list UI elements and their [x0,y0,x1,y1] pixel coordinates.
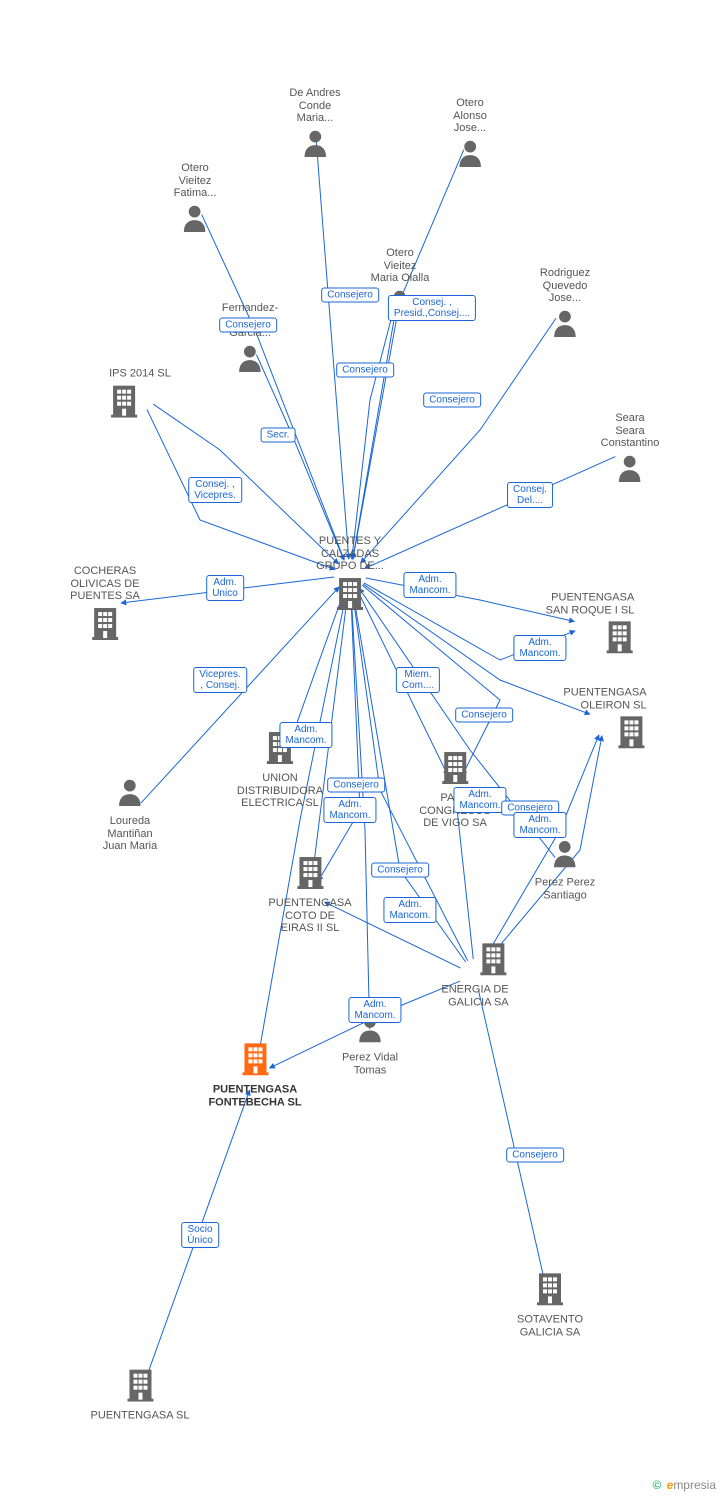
diagram-canvas [0,0,728,1500]
edge-otero_olalla-puentes [352,300,396,559]
edge-otero_olalla-puentes [353,301,398,559]
edge-puentes-sanroque [366,578,575,621]
edge-de_andres-puentes [316,141,349,559]
edge-energia-puentes [353,591,466,962]
edge-puentes-pazo [357,589,448,775]
edge-puentes-union [285,590,344,755]
edge-energia-pazo [457,806,474,959]
edge-ips2014-puentes [147,409,335,569]
footer-credit: © empresia [652,1478,716,1492]
edge-energia-sotavento [479,991,547,1290]
edge-seara-puentes [365,457,616,569]
edge-energia-fontebecha [269,981,460,1068]
edge-fernandez-puentes [256,355,343,561]
edge-otero_alonso-puentes [353,150,464,560]
edge-loureda-puentes [141,587,339,803]
edge-puentes-sanroque [364,583,575,660]
edge-puentes-pazo [362,585,500,775]
copyright-symbol: © [652,1478,661,1492]
edge-energia-puentes [352,591,467,961]
edge-puentengasa_sl-fontebecha [145,1090,249,1380]
edge-energia-oleiron [483,735,599,961]
edge-ips2014-puentes [153,404,338,564]
edge-puentes-cocheras [121,577,334,603]
edge-puentes-oleiron [363,584,590,714]
edge-energia-coto [324,902,460,968]
edge-perez_santiago-puentes [359,588,555,857]
brand-rest: mpresia [673,1478,716,1492]
